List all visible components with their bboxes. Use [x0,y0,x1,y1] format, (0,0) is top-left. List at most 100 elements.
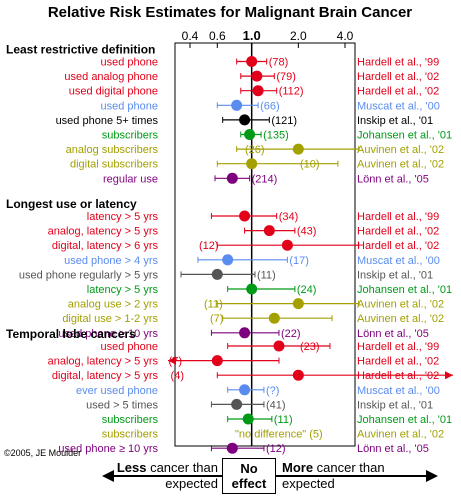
row-label: ever used phone [76,385,158,397]
case-count: (41) [266,399,286,411]
case-count: "no difference" (5) [235,429,323,441]
x-tick-label: 0.6 [209,29,226,43]
row-label: used phone ≥ 10 yrs [58,443,158,455]
study-citation: Hardell et al., '02 [357,356,439,368]
study-citation: Auvinen et al., '02 [357,299,444,311]
more-rest: cancer than [313,460,385,475]
case-count: (?) [266,385,279,397]
point-estimate [273,340,285,352]
study-citation: Lönn et al., '05 [357,173,429,185]
no-effect-line1: No [240,461,258,476]
row-label: used phone [101,100,159,112]
row-label: analog, latency > 5 yrs [48,356,159,368]
point-estimate [252,85,264,97]
point-estimate [211,355,223,367]
case-count: (79) [276,71,296,83]
row-label: digital, latency > 6 yrs [52,240,159,252]
point-estimate [281,239,293,251]
case-count: (24) [297,284,317,296]
effect-arrow-left [102,470,114,482]
point-estimate [239,210,251,222]
less-rest: cancer than [146,460,218,475]
case-count: (26) [245,144,265,156]
row-label: regular use [103,173,158,185]
copyright-credit: ©2005, JE Moulder [4,448,82,458]
study-citation: Lönn et al., '05 [357,328,429,340]
case-count: (11) [274,414,293,426]
case-count: (11) [257,269,276,281]
case-count: (12) [266,443,286,455]
point-estimate [231,398,243,410]
study-citation: Auvinen et al., '02 [357,429,444,441]
study-citation: Johansen et al., '01 [357,414,452,426]
row-label: used phone 5+ times [56,115,159,127]
row-label: digital subscribers [70,159,159,171]
case-count: (4) [171,370,184,382]
row-label: used phone ≥ 10 yrs [58,328,158,340]
case-count: (43) [297,226,317,238]
row-label: subscribers [102,414,159,426]
study-citation: Hardell et al., '02 [357,226,439,238]
case-count: (121) [271,115,297,127]
study-citation: Muscat et al., '00 [357,100,440,112]
row-label: subscribers [102,429,159,441]
more-expected: expected [282,476,335,491]
row-label: digital, latency > 5 yrs [52,370,159,382]
point-estimate [239,384,251,396]
ci-arrow-left [168,356,176,365]
ci-arrow-right [445,371,453,380]
study-citation: Muscat et al., '00 [357,255,440,267]
study-citation: Hardell et al., '02 [357,86,439,98]
point-estimate [239,327,251,339]
row-label: analog, latency > 5 yrs [48,226,159,238]
study-citation: Hardell et al., '99 [357,341,439,353]
plot-frame [174,42,356,447]
section-heading: Longest use or latency [6,197,137,211]
case-count: (7) [169,356,182,368]
row-label: used phone [101,57,159,69]
case-count: (78) [269,57,289,69]
point-estimate [292,369,304,381]
point-estimate [292,298,304,310]
row-label: used phone > 4 yrs [64,255,158,267]
point-estimate [239,114,251,126]
chart-title: Relative Risk Estimates for Malignant Br… [48,4,412,21]
case-count: (22) [281,328,301,340]
study-citation: Auvinen et al., '02 [357,144,444,156]
case-count: (135) [263,130,289,142]
case-count: (23) [300,341,320,353]
study-citation: Inskip et al., '01 [357,269,433,281]
row-label: used phone regularly > 5 yrs [19,269,159,281]
no-effect-line2: effect [231,476,267,491]
case-count: (66) [260,100,280,112]
point-estimate [246,283,258,295]
row-label: subscribers [102,130,159,142]
point-estimate [268,312,280,324]
point-estimate [292,143,304,155]
study-citation: Hardell et al., '02 [357,370,439,382]
row-label: used digital phone [69,86,158,98]
case-count: (214) [252,173,278,185]
study-citation: Hardell et al., '99 [357,211,439,223]
case-count: (11) [204,299,223,311]
no-effect-box: No effect [222,458,276,494]
x-tick-label: 2.0 [290,29,307,43]
study-citation: Muscat et al., '00 [357,385,440,397]
point-estimate [246,158,258,170]
case-count: (112) [279,86,304,98]
case-count: (10) [300,159,320,171]
study-citation: Johansen et al., '01 [357,284,452,296]
x-tick-label: 4.0 [337,29,354,43]
study-citation: Lönn et al., '05 [357,443,429,455]
study-citation: Hardell et al., '99 [357,57,439,69]
section-heading: Temporal lobe cancers [6,327,136,341]
point-estimate [226,172,238,184]
point-estimate [231,99,243,111]
point-estimate [246,56,258,67]
point-estimate [251,70,263,82]
row-label: analog subscribers [66,144,159,156]
x-tick-label: 0.4 [182,29,199,43]
less-expected: expected [165,476,218,491]
